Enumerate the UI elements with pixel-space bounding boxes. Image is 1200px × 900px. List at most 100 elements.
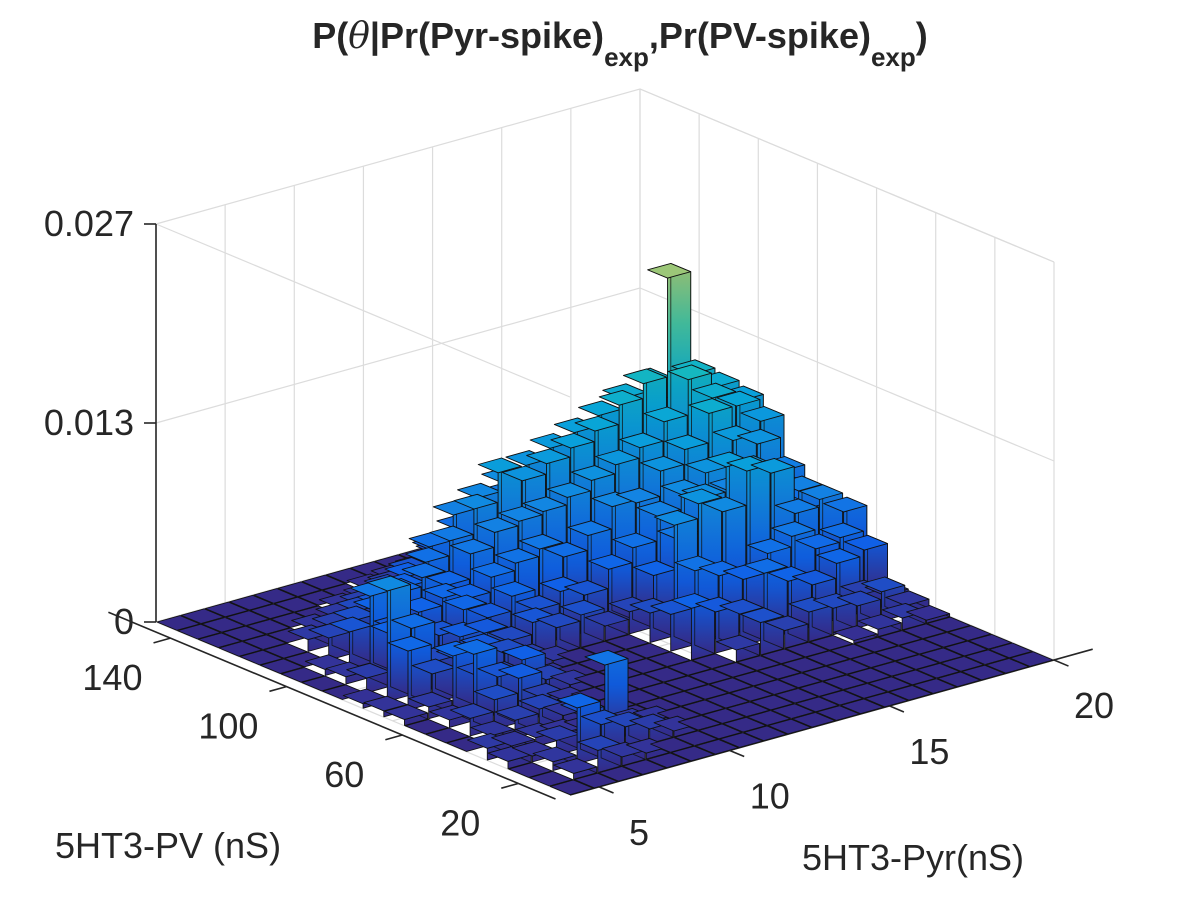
bar-floor-cell	[201, 617, 246, 633]
bar	[626, 642, 671, 659]
bar-face-top	[633, 560, 678, 577]
bar	[701, 708, 746, 724]
bar	[650, 599, 695, 652]
bar-face-top	[771, 521, 816, 537]
bar-floor-cell	[795, 696, 840, 713]
bar-face-top	[429, 525, 474, 542]
bar	[805, 650, 850, 667]
y-tick-label: 20	[440, 802, 480, 843]
bar-face-top	[857, 614, 902, 630]
grid-line	[155, 287, 1055, 462]
bar	[826, 659, 871, 675]
bar-floor-cell	[301, 675, 346, 692]
bar-face-top	[401, 562, 446, 579]
bar	[1009, 651, 1054, 667]
bar	[671, 593, 716, 661]
bar-floor-cell	[694, 738, 739, 755]
bar-floor-cell	[729, 686, 774, 702]
bar-face-top	[467, 602, 512, 619]
bar	[425, 727, 470, 744]
bar-floor-cell	[301, 574, 346, 591]
bar-floor-cell	[750, 694, 795, 711]
bar-floor-cell	[273, 596, 318, 613]
bar-floor-cell	[791, 711, 836, 728]
bar-face-top	[764, 615, 809, 632]
bar-floor-cell	[646, 752, 691, 769]
bar-face-top	[446, 583, 491, 600]
bar	[836, 590, 881, 629]
bar-face-side	[390, 575, 411, 696]
x-tick-label: 5	[629, 812, 649, 853]
y-tick	[153, 637, 171, 644]
bar-floor-cell	[878, 630, 923, 646]
bar	[788, 596, 833, 642]
bar-face-top	[526, 448, 571, 465]
bar	[698, 723, 743, 740]
bar	[847, 667, 892, 684]
bar-face-top	[578, 400, 623, 417]
bar	[605, 634, 650, 650]
bar-face-top	[715, 634, 760, 651]
bar	[916, 662, 961, 679]
bar-face-top	[678, 488, 723, 505]
bar-face-top	[836, 590, 881, 607]
bar-floor-cell	[705, 692, 750, 709]
bar-floor-cell	[819, 689, 864, 706]
bar-floor-cell	[667, 660, 712, 676]
bar	[919, 647, 964, 664]
bar	[968, 633, 1013, 650]
bar-floor-cell	[919, 647, 964, 664]
bar	[743, 725, 788, 742]
bar	[840, 698, 885, 715]
bar	[536, 612, 581, 655]
bar	[180, 608, 225, 625]
bar-face-top	[556, 692, 601, 709]
bar-floor-cell	[598, 765, 643, 782]
x-tick	[1053, 659, 1069, 667]
bar-floor-cell	[778, 672, 823, 689]
bar-floor-cell	[753, 679, 798, 695]
bar-floor-cell	[204, 601, 249, 618]
bar-face-top	[601, 741, 646, 758]
bar-face-top	[332, 605, 377, 622]
bar	[850, 652, 895, 668]
bar-face-top	[574, 415, 619, 432]
bar-floor-cell	[771, 703, 816, 719]
bar	[867, 676, 912, 692]
bar	[822, 674, 867, 691]
bar	[694, 738, 739, 755]
bar	[487, 746, 532, 770]
bar-floor-cell	[726, 701, 771, 718]
bar-floor-cell	[822, 674, 867, 691]
bar-floor-cell	[781, 657, 826, 673]
y-tick	[501, 782, 519, 789]
bar	[764, 615, 809, 649]
bar-floor-cell	[843, 683, 888, 699]
bar-floor-cell	[646, 651, 691, 668]
bar-face-top	[816, 548, 861, 564]
bar-floor-cell	[242, 634, 287, 650]
bar	[947, 625, 992, 641]
bar-face-top	[719, 598, 764, 615]
bar	[892, 669, 937, 686]
bar-face-top	[387, 635, 432, 652]
bar	[553, 758, 598, 780]
bar	[767, 718, 812, 735]
bar-floor-cell	[259, 658, 304, 675]
bar-face-top	[491, 730, 536, 747]
bar-floor-cell	[746, 710, 791, 726]
bar-floor-cell	[888, 684, 933, 701]
bar	[795, 696, 840, 713]
bar-face-top	[571, 465, 616, 481]
bar-floor-cell	[229, 594, 274, 611]
bar-face-top	[833, 625, 878, 641]
bar-floor-cell	[626, 642, 671, 659]
bar-face-top	[667, 364, 712, 381]
bar-floor-cell	[1009, 651, 1054, 667]
grid-line	[639, 88, 1055, 263]
bar-floor-cell	[847, 667, 892, 684]
bar	[923, 632, 968, 648]
bar	[225, 610, 270, 626]
bar	[242, 634, 287, 650]
bar-floor-cell	[239, 649, 284, 666]
